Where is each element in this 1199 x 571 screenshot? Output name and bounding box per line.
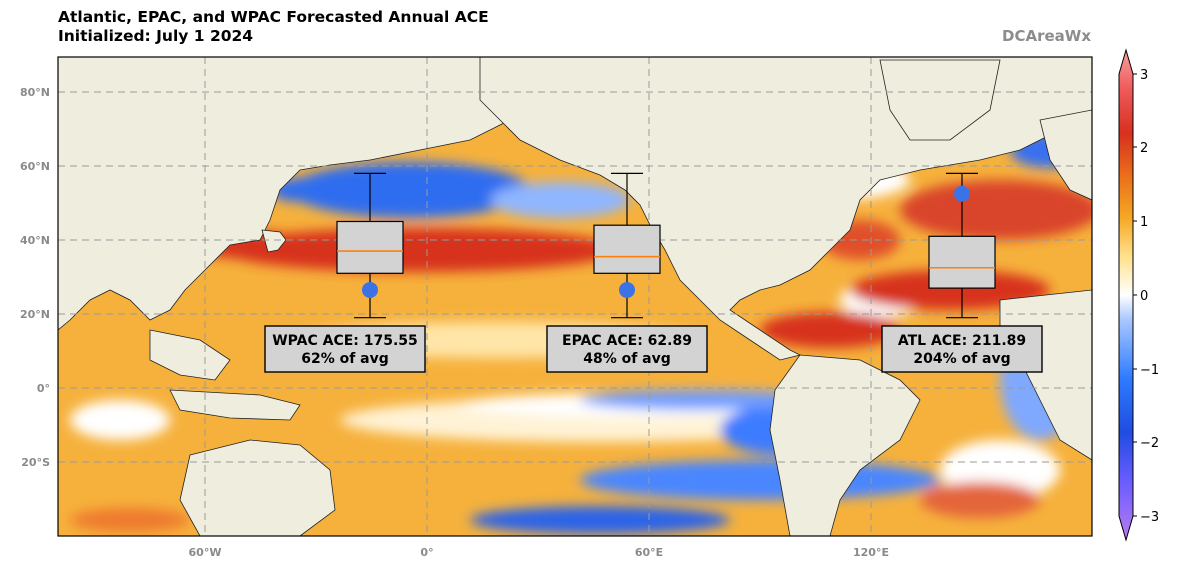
colorbar: 3 2 1 0 −1 −2 −3 (1118, 48, 1159, 542)
colorbar-tick-label: 0 (1140, 289, 1148, 304)
lat-label: 0° (37, 382, 50, 395)
ace-label-value: EPAC ACE: 62.89 (562, 333, 692, 349)
lon-label: 60°W (189, 546, 222, 559)
map-gridlines (58, 57, 1092, 536)
forecast-marker (619, 281, 635, 298)
colorbar-tick-label: −1 (1140, 363, 1159, 378)
ace-label-box (881, 325, 1043, 373)
ace-label-value: ATL ACE: 211.89 (898, 333, 1026, 349)
lat-label: 20°N (20, 308, 50, 321)
title-line-1: Atlantic, EPAC, and WPAC Forecasted Annu… (58, 8, 489, 26)
ace-label-percent: 62% of avg (301, 351, 389, 367)
colorbar-tick-label: 1 (1140, 215, 1148, 230)
basin-boxplots: WPAC ACE: 175.55 62% of avg EPAC ACE: 62.8… (264, 172, 1043, 373)
iqr-box (593, 224, 661, 274)
lat-label: 80°N (20, 86, 50, 99)
colorbar-ticks (1133, 73, 1137, 517)
lat-label: 60°N (20, 160, 50, 173)
lat-label: 20°S (21, 456, 50, 469)
ace-label-percent: 204% of avg (913, 351, 1010, 367)
lon-label: 60°E (635, 546, 663, 559)
colorbar-tick-label: −3 (1140, 510, 1159, 525)
forecast-marker (362, 281, 378, 298)
land-masses (58, 57, 1092, 536)
ace-label-percent: 48% of avg (583, 351, 671, 367)
colorbar-tick-label: 2 (1140, 141, 1148, 156)
title-line-2: Initialized: July 1 2024 (58, 27, 254, 45)
ace-label-box (546, 325, 708, 373)
lon-label: 120°E (853, 546, 889, 559)
ace-label-box (264, 325, 426, 373)
colorbar-tick-label: 3 (1140, 68, 1148, 83)
ace-label-value: WPAC ACE: 175.55 (272, 333, 418, 349)
latitude-labels: 80°N 60°N 40°N 20°N 0° 20°S (20, 86, 50, 469)
sst-anomaly-field (58, 57, 1092, 536)
credit-watermark: DCAreaWx (1002, 27, 1091, 45)
chart-title: Atlantic, EPAC, and WPAC Forecasted Annu… (58, 8, 489, 46)
lat-label: 40°N (20, 234, 50, 247)
colorbar-tick-label: −2 (1140, 436, 1159, 451)
iqr-box (336, 220, 404, 274)
lon-label: 0° (420, 546, 433, 559)
iqr-box (928, 235, 996, 289)
colorbar-bar (1118, 48, 1134, 542)
forecast-marker (954, 185, 970, 202)
longitude-labels: 60°W 0° 60°E 120°E (189, 546, 889, 559)
map-frame (57, 56, 1093, 537)
